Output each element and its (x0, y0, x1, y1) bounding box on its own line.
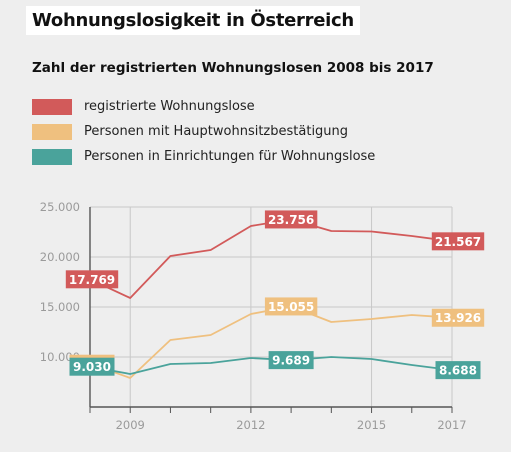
x-tick-label: 2009 (116, 418, 145, 432)
data-label: 15.055 (264, 297, 318, 316)
data-label-box (264, 210, 318, 229)
data-label: 9.689 (268, 351, 314, 370)
data-label-text: 15.055 (268, 300, 314, 314)
data-label-box (431, 232, 485, 251)
data-label: 8.688 (435, 361, 481, 380)
label-layer: 17.76923.75621.5679.32915.05513.9269.030… (65, 210, 485, 380)
legend-swatch-main-residence (32, 123, 72, 140)
y-tick-label: 15.000 (40, 300, 80, 314)
data-label-text: 13.926 (435, 311, 481, 325)
data-label-box (264, 297, 318, 316)
data-label: 17.769 (65, 270, 119, 289)
data-label-box (69, 357, 115, 376)
x-tick-label: 2012 (236, 418, 265, 432)
data-label: 9.030 (69, 357, 115, 376)
data-label-text: 23.756 (268, 213, 314, 227)
data-label-text: 21.567 (435, 235, 481, 249)
legend-item-facilities: Personen in Einrichtungen für Wohnungslo… (32, 144, 375, 169)
legend-label-facilities: Personen in Einrichtungen für Wohnungslo… (84, 149, 376, 164)
legend-item-registered: registrierte Wohnungslose (32, 94, 375, 119)
data-label-text: 17.769 (69, 273, 115, 287)
data-label-box (431, 308, 485, 327)
data-label: 21.567 (431, 232, 485, 251)
legend-item-main-residence: Personen mit Hauptwohnsitzbestätigung (32, 119, 375, 144)
data-label-box (435, 361, 481, 380)
legend-label-main-residence: Personen mit Hauptwohnsitzbestätigung (84, 124, 349, 139)
legend-label-registered: registrierte Wohnungslose (84, 99, 255, 114)
data-label-box (268, 351, 314, 370)
data-label-text: 9.030 (73, 360, 111, 374)
legend: registrierte Wohnungslose Personen mit H… (32, 94, 375, 169)
x-tick-label: 2017 (437, 418, 466, 432)
x-tick-label: 2015 (357, 418, 386, 432)
data-label-box (65, 270, 119, 289)
y-tick-label: 20.000 (40, 250, 80, 264)
series-line-0 (89, 218, 453, 299)
y-tick-label: 25.000 (40, 200, 80, 214)
data-label: 13.926 (431, 308, 485, 327)
legend-swatch-registered (32, 98, 72, 115)
chart-subtitle: Zahl der registrierten Wohnungslosen 200… (32, 60, 434, 76)
data-label: 23.756 (264, 210, 318, 229)
chart-title: Wohnungslosigkeit in Österreich (26, 6, 360, 35)
legend-swatch-facilities (32, 148, 72, 165)
data-label-text: 9.689 (272, 354, 310, 368)
data-label-text: 8.688 (439, 364, 477, 378)
